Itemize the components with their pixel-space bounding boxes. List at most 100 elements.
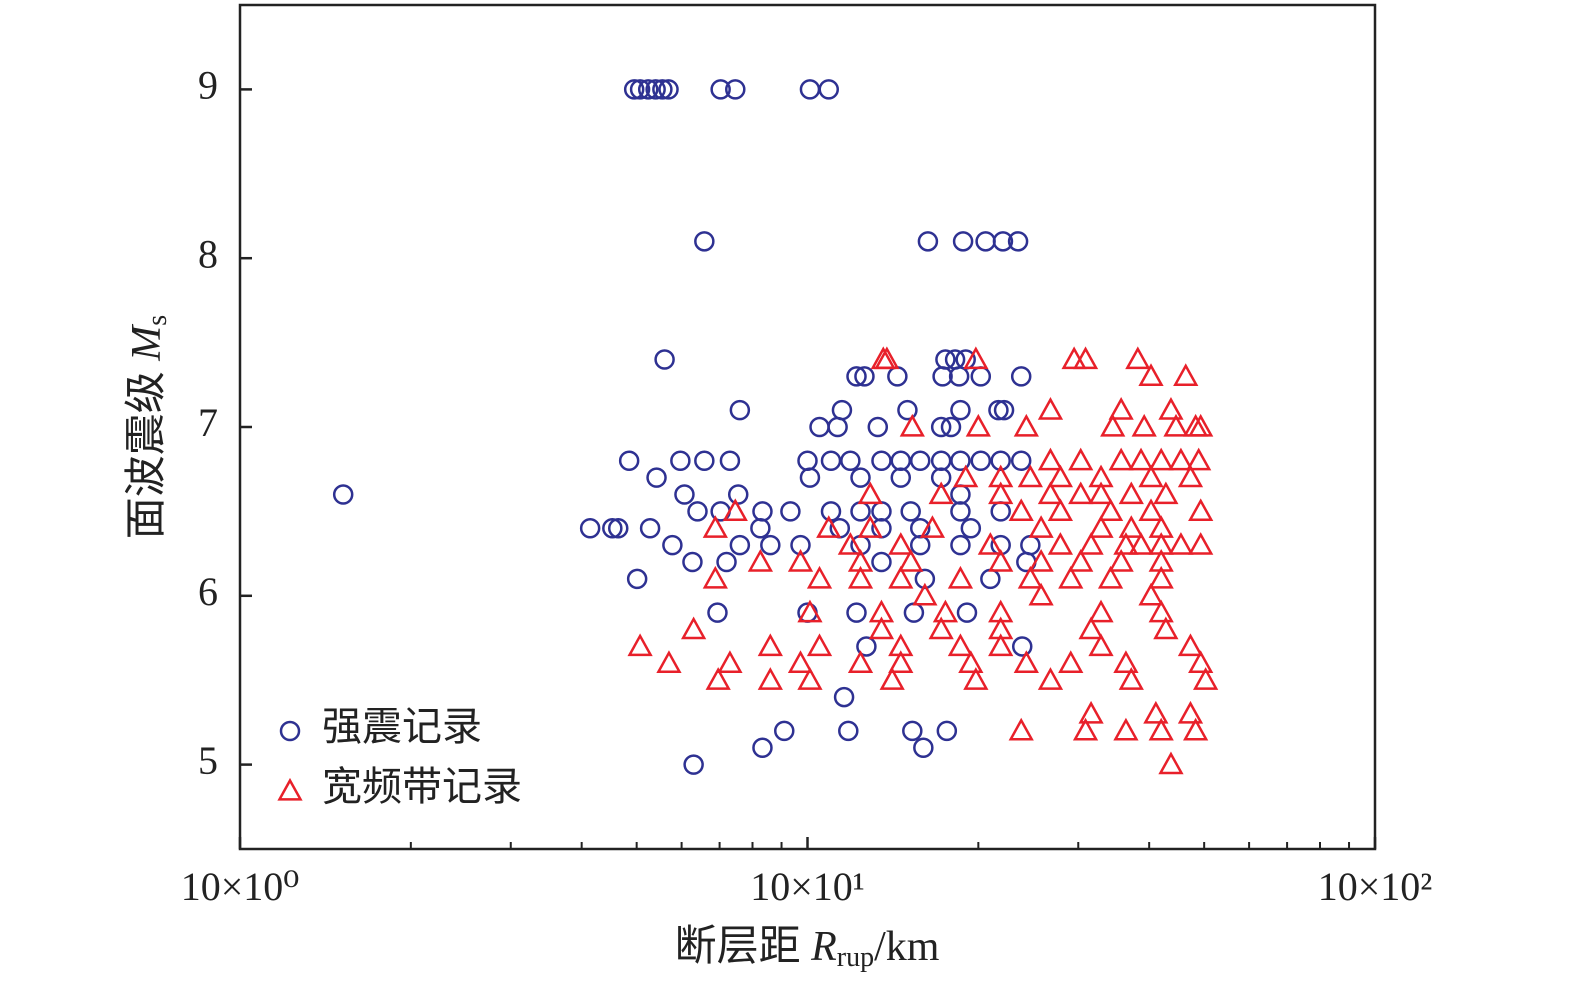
y-label-text: 面波震级 bbox=[124, 361, 170, 540]
data-point bbox=[847, 565, 874, 589]
data-point bbox=[932, 599, 959, 623]
data-point bbox=[750, 518, 771, 539]
data-point bbox=[897, 399, 918, 421]
data-point bbox=[1068, 481, 1094, 505]
data-point bbox=[1148, 565, 1174, 589]
data-point bbox=[1148, 717, 1174, 741]
data-point bbox=[757, 667, 783, 690]
data-point bbox=[1193, 667, 1219, 690]
data-point bbox=[953, 464, 979, 488]
data-point bbox=[639, 518, 661, 539]
data-point bbox=[1148, 447, 1174, 471]
data-point bbox=[838, 720, 859, 742]
data-point bbox=[1168, 447, 1194, 471]
data-point bbox=[627, 633, 653, 657]
data-point bbox=[1113, 650, 1139, 673]
data-point bbox=[790, 534, 811, 556]
data-point bbox=[806, 633, 833, 657]
data-point bbox=[797, 450, 818, 472]
data-point bbox=[1100, 413, 1126, 437]
x-label-subscript: rup bbox=[837, 942, 874, 973]
data-point bbox=[820, 450, 842, 472]
data-point bbox=[1118, 481, 1144, 505]
data-point bbox=[780, 501, 801, 522]
data-point bbox=[1138, 363, 1164, 387]
x-axis-label: 断层距 Rrup/km bbox=[675, 924, 940, 974]
data-point bbox=[992, 231, 1014, 252]
data-point bbox=[1138, 464, 1164, 488]
data-point bbox=[623, 79, 645, 100]
data-point bbox=[856, 636, 877, 657]
data-point bbox=[1078, 532, 1104, 555]
data-point bbox=[1088, 481, 1114, 505]
data-point bbox=[607, 518, 629, 539]
data-point bbox=[710, 79, 731, 100]
data-point bbox=[602, 518, 623, 539]
data-point bbox=[1020, 534, 1041, 556]
data-point bbox=[950, 501, 971, 522]
data-point bbox=[1037, 481, 1064, 505]
data-point bbox=[868, 616, 895, 640]
data-point bbox=[646, 467, 667, 488]
data-point bbox=[1078, 700, 1104, 724]
data-point bbox=[1113, 532, 1139, 555]
data-point bbox=[1068, 548, 1094, 572]
data-point bbox=[899, 413, 925, 437]
data-point bbox=[930, 416, 952, 438]
data-point bbox=[1177, 633, 1204, 657]
data-point bbox=[674, 484, 695, 505]
data-point bbox=[1088, 515, 1114, 538]
data-point bbox=[1008, 717, 1034, 741]
data-point bbox=[1108, 447, 1134, 471]
data-point bbox=[1143, 700, 1169, 724]
data-point bbox=[1078, 616, 1104, 640]
data-point bbox=[752, 737, 773, 758]
x-label-symbol: R bbox=[810, 924, 837, 970]
data-point bbox=[831, 399, 853, 421]
data-point bbox=[1108, 548, 1134, 572]
data-point bbox=[820, 501, 842, 522]
data-point bbox=[930, 450, 952, 472]
data-point bbox=[993, 399, 1015, 421]
data-point bbox=[952, 231, 974, 252]
data-point bbox=[1088, 599, 1114, 623]
data-point bbox=[988, 399, 1009, 421]
data-point bbox=[1188, 650, 1214, 673]
data-point bbox=[702, 515, 728, 538]
data-point bbox=[850, 467, 871, 488]
data-point bbox=[960, 518, 982, 539]
data-point bbox=[948, 366, 970, 387]
data-point bbox=[729, 534, 751, 556]
data-point bbox=[1177, 700, 1204, 724]
data-point bbox=[747, 548, 774, 572]
data-point bbox=[816, 515, 842, 538]
data-point bbox=[847, 650, 874, 673]
data-point bbox=[618, 450, 640, 472]
data-point bbox=[1163, 413, 1189, 437]
data-point bbox=[1013, 413, 1039, 437]
data-point bbox=[1068, 447, 1094, 471]
data-point bbox=[1128, 447, 1154, 471]
data-point bbox=[694, 450, 715, 472]
data-point bbox=[990, 450, 1011, 472]
data-point bbox=[1186, 447, 1212, 471]
data-point bbox=[857, 481, 883, 505]
data-point bbox=[1177, 464, 1204, 488]
x-tick-label: 10×10¹ bbox=[750, 864, 865, 909]
data-point bbox=[799, 467, 821, 488]
data-point bbox=[725, 79, 746, 100]
data-point bbox=[928, 616, 954, 640]
data-point bbox=[1173, 363, 1199, 387]
data-point bbox=[1047, 498, 1074, 522]
data-point bbox=[1153, 616, 1179, 640]
data-point bbox=[888, 565, 914, 589]
data-point bbox=[1037, 667, 1064, 690]
data-point bbox=[928, 481, 954, 505]
data-point bbox=[707, 602, 728, 623]
data-point bbox=[656, 650, 682, 673]
data-point bbox=[912, 582, 938, 606]
data-point bbox=[719, 450, 741, 472]
data-point bbox=[1108, 397, 1134, 420]
data-point bbox=[1037, 447, 1064, 471]
data-point bbox=[1007, 231, 1029, 252]
